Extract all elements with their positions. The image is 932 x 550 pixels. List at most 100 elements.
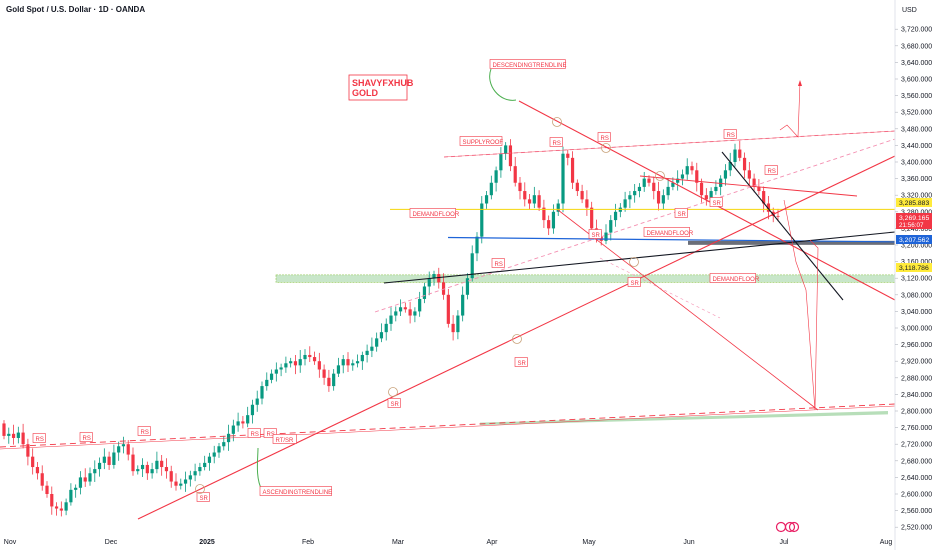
sr-label: SR [709,197,723,207]
candle-body [723,170,728,179]
candle-body [465,278,470,295]
candle-body [499,153,503,171]
svg-text:SR: SR [713,201,722,207]
y-tick-label: 3,600.000 [901,77,932,84]
y-tick-label: 2,520.000 [901,525,932,532]
candle-body [518,182,522,192]
candle-body [475,236,479,254]
y-tick-label: 3,080.000 [901,292,932,299]
rs-label: RS [137,426,151,436]
candle-body [179,483,183,486]
candle-body [766,203,771,212]
price-axis[interactable]: 2,520.000 2,560.000 2,600.000 2,640.000 2,68… [895,27,932,532]
candle-body [695,170,699,183]
candle-body [709,191,713,200]
svg-text:SR: SR [592,233,601,239]
candle-body [327,377,331,387]
candle-body [566,153,570,158]
candle-body [169,471,173,482]
demand-floor-small-label-2: DEMANDFLOOR [643,227,694,237]
candle-body [676,178,680,183]
candle-body [504,145,508,154]
candle-body [747,170,751,179]
candle-body [312,357,317,362]
candle-body [241,421,245,424]
supply-roof-label: SUPPLYROOF [459,136,504,146]
candle-body [174,481,178,486]
candle-body [150,469,154,474]
svg-text:SR: SR [200,496,209,502]
chart-title: Gold Spot / U.S. Dollar · 1D · OANDA [6,5,145,14]
candle-body [704,195,708,200]
candle-body [379,332,384,339]
candle-body [231,425,235,434]
candle-body [298,359,302,366]
y-tick-label: 3,320.000 [901,193,932,200]
candle-body [102,456,106,463]
candle-body [742,157,747,171]
candle-body [527,199,532,204]
candle-body [456,315,460,333]
svg-text:RS: RS [141,430,149,436]
svg-text:RS: RS [251,432,259,438]
candle-body [728,162,732,171]
candle-body [260,386,264,399]
candle-body [575,182,579,192]
candle-body [437,274,441,283]
time-axis[interactable]: Nov Dec 2025 Feb Mar Apr May Jun Jul Aug [4,539,893,546]
price-tag [896,213,932,229]
candle-body [289,361,293,364]
candle-body [647,178,651,183]
candle-body [250,404,255,416]
rs-label: RS [549,137,563,147]
watermark-line1: SHAVYFXHUB [352,78,414,88]
candle-body [446,294,450,324]
candle-body [160,460,164,468]
candle-body [97,462,102,470]
svg-text:SR: SR [391,402,400,408]
candle-body [604,232,608,241]
y-tick-label: 2,640.000 [901,475,932,482]
trendlines [0,68,896,520]
pivot-circle [512,334,522,344]
pivot-circle [655,171,665,181]
pivot-circle [601,143,611,153]
candle-body [451,323,455,333]
candle-body [317,361,321,370]
red-short-line [639,175,858,197]
descending-trendline [518,100,896,301]
svg-text:RT/SR: RT/SR [276,438,295,444]
candle-body [633,191,637,196]
candle-body [398,307,403,312]
candle-body [427,278,431,287]
svg-text:SUPPLYROOF: SUPPLYROOF [463,140,504,146]
y-tick-label: 3,280.000 [901,209,932,216]
y-tick-label: 3,160.000 [901,259,932,266]
bottom-support-zone [480,411,888,426]
y-tick-label: 3,200.000 [901,243,932,250]
tradingview-logo [775,521,800,533]
candle-body [542,207,546,221]
candle-body [136,469,140,472]
candle-body [441,282,446,295]
y-tick-label: 3,440.000 [901,143,932,150]
candle-body [217,446,221,453]
rtsr-label: RT/SR [272,434,297,444]
candle-body [556,203,560,212]
candle-body [155,460,159,470]
candle-body [666,186,670,196]
candle-body [83,477,87,482]
svg-text:SR: SR [631,281,640,287]
candle-body [652,182,656,192]
ascending-trendline-label: ASCENDINGTRENDLINE [259,486,332,496]
watermark-line2: GOLD [352,88,378,98]
candle-body [384,323,388,333]
candle-body [480,203,484,237]
candle-body [680,174,685,179]
y-tick-label: 3,040.000 [901,309,932,316]
rs-label: RS [597,132,611,142]
svg-text:RS: RS [83,436,91,442]
candle-body [513,166,517,183]
candle-body [432,274,436,279]
